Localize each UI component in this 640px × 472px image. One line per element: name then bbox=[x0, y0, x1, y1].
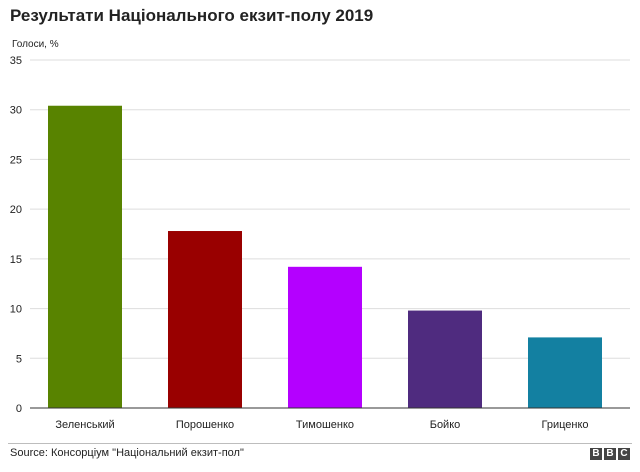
source-note: Source: Консорціум "Національний екзит-п… bbox=[10, 447, 244, 459]
bar bbox=[408, 310, 482, 408]
x-tick-label: Гриценко bbox=[541, 419, 588, 431]
bar bbox=[168, 231, 242, 408]
x-tick-label: Порошенко bbox=[176, 419, 234, 431]
logo-letter: B bbox=[604, 448, 616, 460]
logo-letter: B bbox=[590, 448, 602, 460]
y-tick-label: 5 bbox=[16, 353, 22, 365]
y-axis-label: Голоси, % bbox=[12, 39, 59, 50]
y-tick-label: 30 bbox=[10, 105, 22, 117]
logo-letter: C bbox=[618, 448, 630, 460]
bar bbox=[528, 337, 602, 408]
y-tick-label: 15 bbox=[10, 254, 22, 266]
y-tick-label: 35 bbox=[10, 55, 22, 67]
bar-chart: 0 5 10 15 20 25 30 35 Зеленський Порошенко Тимошен… bbox=[10, 55, 630, 431]
y-tick-label: 20 bbox=[10, 204, 22, 216]
x-tick-label: Бойко bbox=[430, 419, 461, 431]
bar bbox=[288, 266, 362, 408]
y-tick-label: 0 bbox=[16, 403, 22, 415]
x-tick-label: Зеленський bbox=[55, 419, 114, 431]
y-tick-label: 10 bbox=[10, 304, 22, 316]
bar bbox=[48, 105, 122, 408]
footer-divider bbox=[8, 443, 632, 444]
x-tick-label: Тимошенко bbox=[296, 419, 354, 431]
chart-title: Результати Національного екзит-полу 2019 bbox=[10, 6, 374, 25]
y-tick-label: 25 bbox=[10, 154, 22, 166]
